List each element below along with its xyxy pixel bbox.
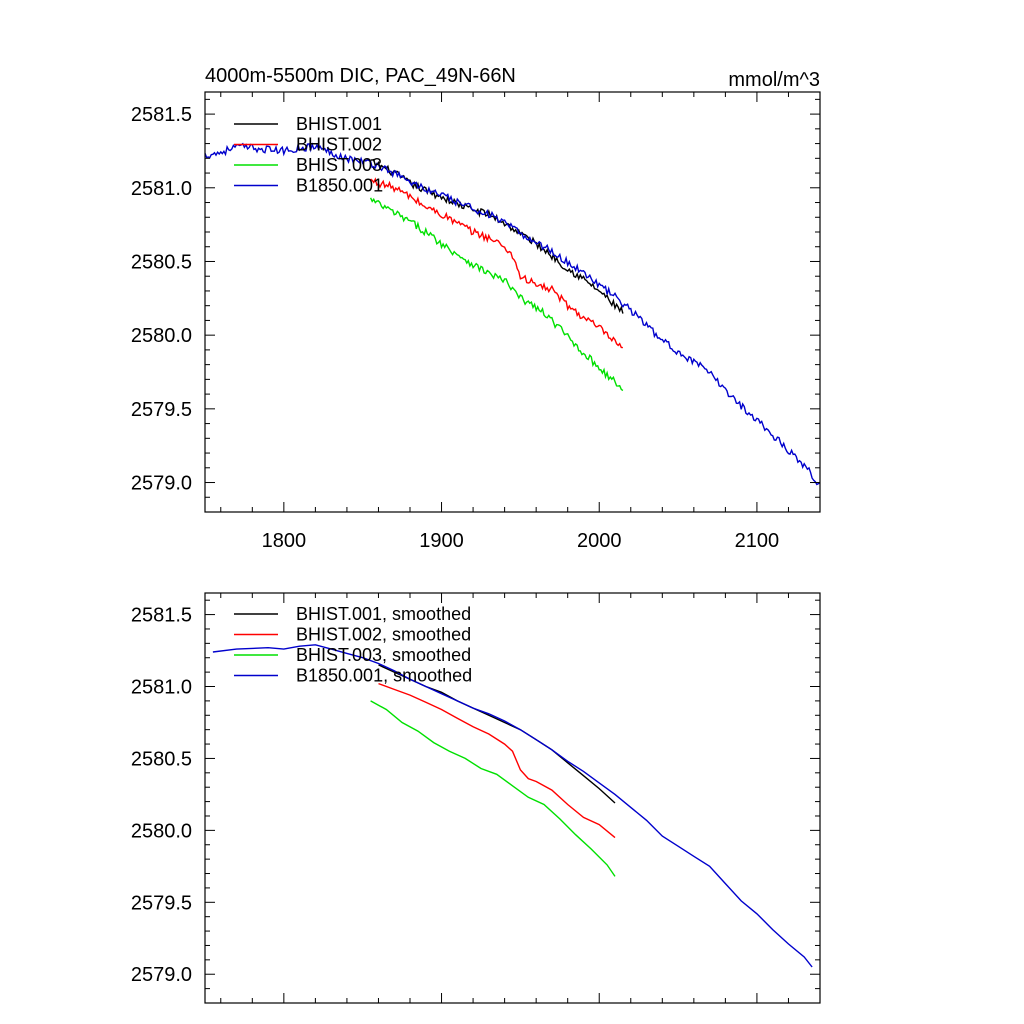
x-tick-label: 2100 xyxy=(735,530,780,552)
chart-title: 4000m-5500m DIC, PAC_49N-66N xyxy=(205,65,516,87)
y-tick-label: 2579.5 xyxy=(131,399,192,421)
top-panel: 4000m-5500m DIC, PAC_49N-66N mmol/m^3 18… xyxy=(131,65,821,552)
y-tick-label: 2580.0 xyxy=(131,820,192,842)
legend-label: BHIST.001, smoothed xyxy=(296,604,471,624)
series-line-2 xyxy=(378,682,616,839)
y-tick-label: 2581.0 xyxy=(131,677,192,699)
y-tick-label: 2580.5 xyxy=(131,251,192,273)
legend-label: B1850.001 xyxy=(296,176,383,196)
series-line-3 xyxy=(369,197,624,392)
y-tick-label: 2580.5 xyxy=(131,748,192,770)
y-tick-label: 2579.0 xyxy=(131,964,192,986)
legend-label: BHIST.001 xyxy=(296,114,382,134)
legend-label: BHIST.003, smoothed xyxy=(296,645,471,665)
bottom-panel: 2579.0 2579.5 2580.0 2580.5 2581.0 2581.5 BHIS… xyxy=(131,592,821,1004)
series-line-4 xyxy=(204,142,821,486)
y-tick-label: 2581.5 xyxy=(131,605,192,627)
series-line-4 xyxy=(212,644,813,968)
legend-label: BHIST.003 xyxy=(296,155,382,175)
plot-frame xyxy=(204,91,821,513)
legend-label: BHIST.002, smoothed xyxy=(296,625,471,645)
y-tick-label: 2581.5 xyxy=(131,104,192,126)
top-plot-area: 1800 1900 2000 2100 2579.0 2579.5 2580.0 2580.5… xyxy=(131,91,821,552)
legend-label: BHIST.002 xyxy=(296,135,382,155)
x-tick-label: 1800 xyxy=(262,530,307,552)
series-line-1 xyxy=(378,664,616,804)
plot-frame xyxy=(204,592,821,1004)
y-tick-label: 2581.0 xyxy=(131,178,192,200)
x-tick-label: 1900 xyxy=(419,530,464,552)
legend-label: B1850.001, smoothed xyxy=(296,666,472,686)
x-tick-label: 2000 xyxy=(577,530,622,552)
units-label: mmol/m^3 xyxy=(728,69,820,91)
series-line-1 xyxy=(370,158,624,314)
series-line-3 xyxy=(370,700,616,877)
series-line-2 xyxy=(370,177,623,349)
y-tick-label: 2579.5 xyxy=(131,892,192,914)
y-tick-label: 2580.0 xyxy=(131,325,192,347)
y-tick-label: 2579.0 xyxy=(131,473,192,495)
bottom-plot-area: 2579.0 2579.5 2580.0 2580.5 2581.0 2581.5 BHIS… xyxy=(131,592,821,1004)
